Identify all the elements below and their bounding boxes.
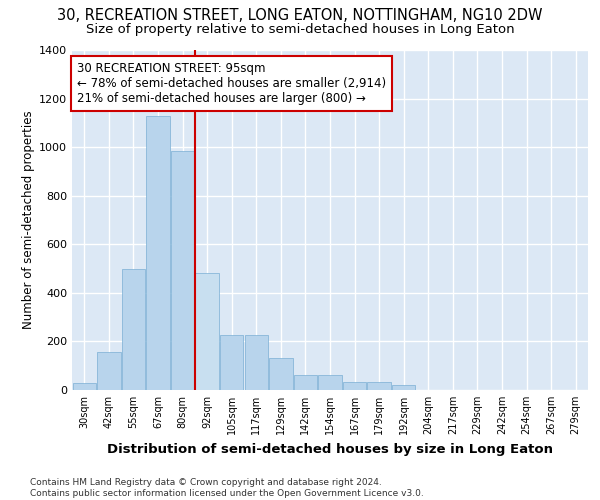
Bar bbox=[73, 382, 96, 390]
Bar bbox=[294, 376, 317, 390]
Bar bbox=[146, 116, 170, 390]
X-axis label: Distribution of semi-detached houses by size in Long Eaton: Distribution of semi-detached houses by … bbox=[107, 442, 553, 456]
Bar bbox=[367, 382, 391, 390]
Bar bbox=[343, 382, 366, 390]
Bar bbox=[392, 385, 415, 390]
Bar bbox=[269, 358, 293, 390]
Bar bbox=[245, 336, 268, 390]
Bar bbox=[196, 274, 219, 390]
Bar bbox=[220, 336, 244, 390]
Text: 30, RECREATION STREET, LONG EATON, NOTTINGHAM, NG10 2DW: 30, RECREATION STREET, LONG EATON, NOTTI… bbox=[57, 8, 543, 22]
Y-axis label: Number of semi-detached properties: Number of semi-detached properties bbox=[22, 110, 35, 330]
Bar bbox=[122, 268, 145, 390]
Bar bbox=[319, 376, 341, 390]
Text: Contains HM Land Registry data © Crown copyright and database right 2024.
Contai: Contains HM Land Registry data © Crown c… bbox=[30, 478, 424, 498]
Text: Size of property relative to semi-detached houses in Long Eaton: Size of property relative to semi-detach… bbox=[86, 22, 514, 36]
Bar bbox=[97, 352, 121, 390]
Bar bbox=[171, 151, 194, 390]
Text: 30 RECREATION STREET: 95sqm
← 78% of semi-detached houses are smaller (2,914)
21: 30 RECREATION STREET: 95sqm ← 78% of sem… bbox=[77, 62, 386, 105]
